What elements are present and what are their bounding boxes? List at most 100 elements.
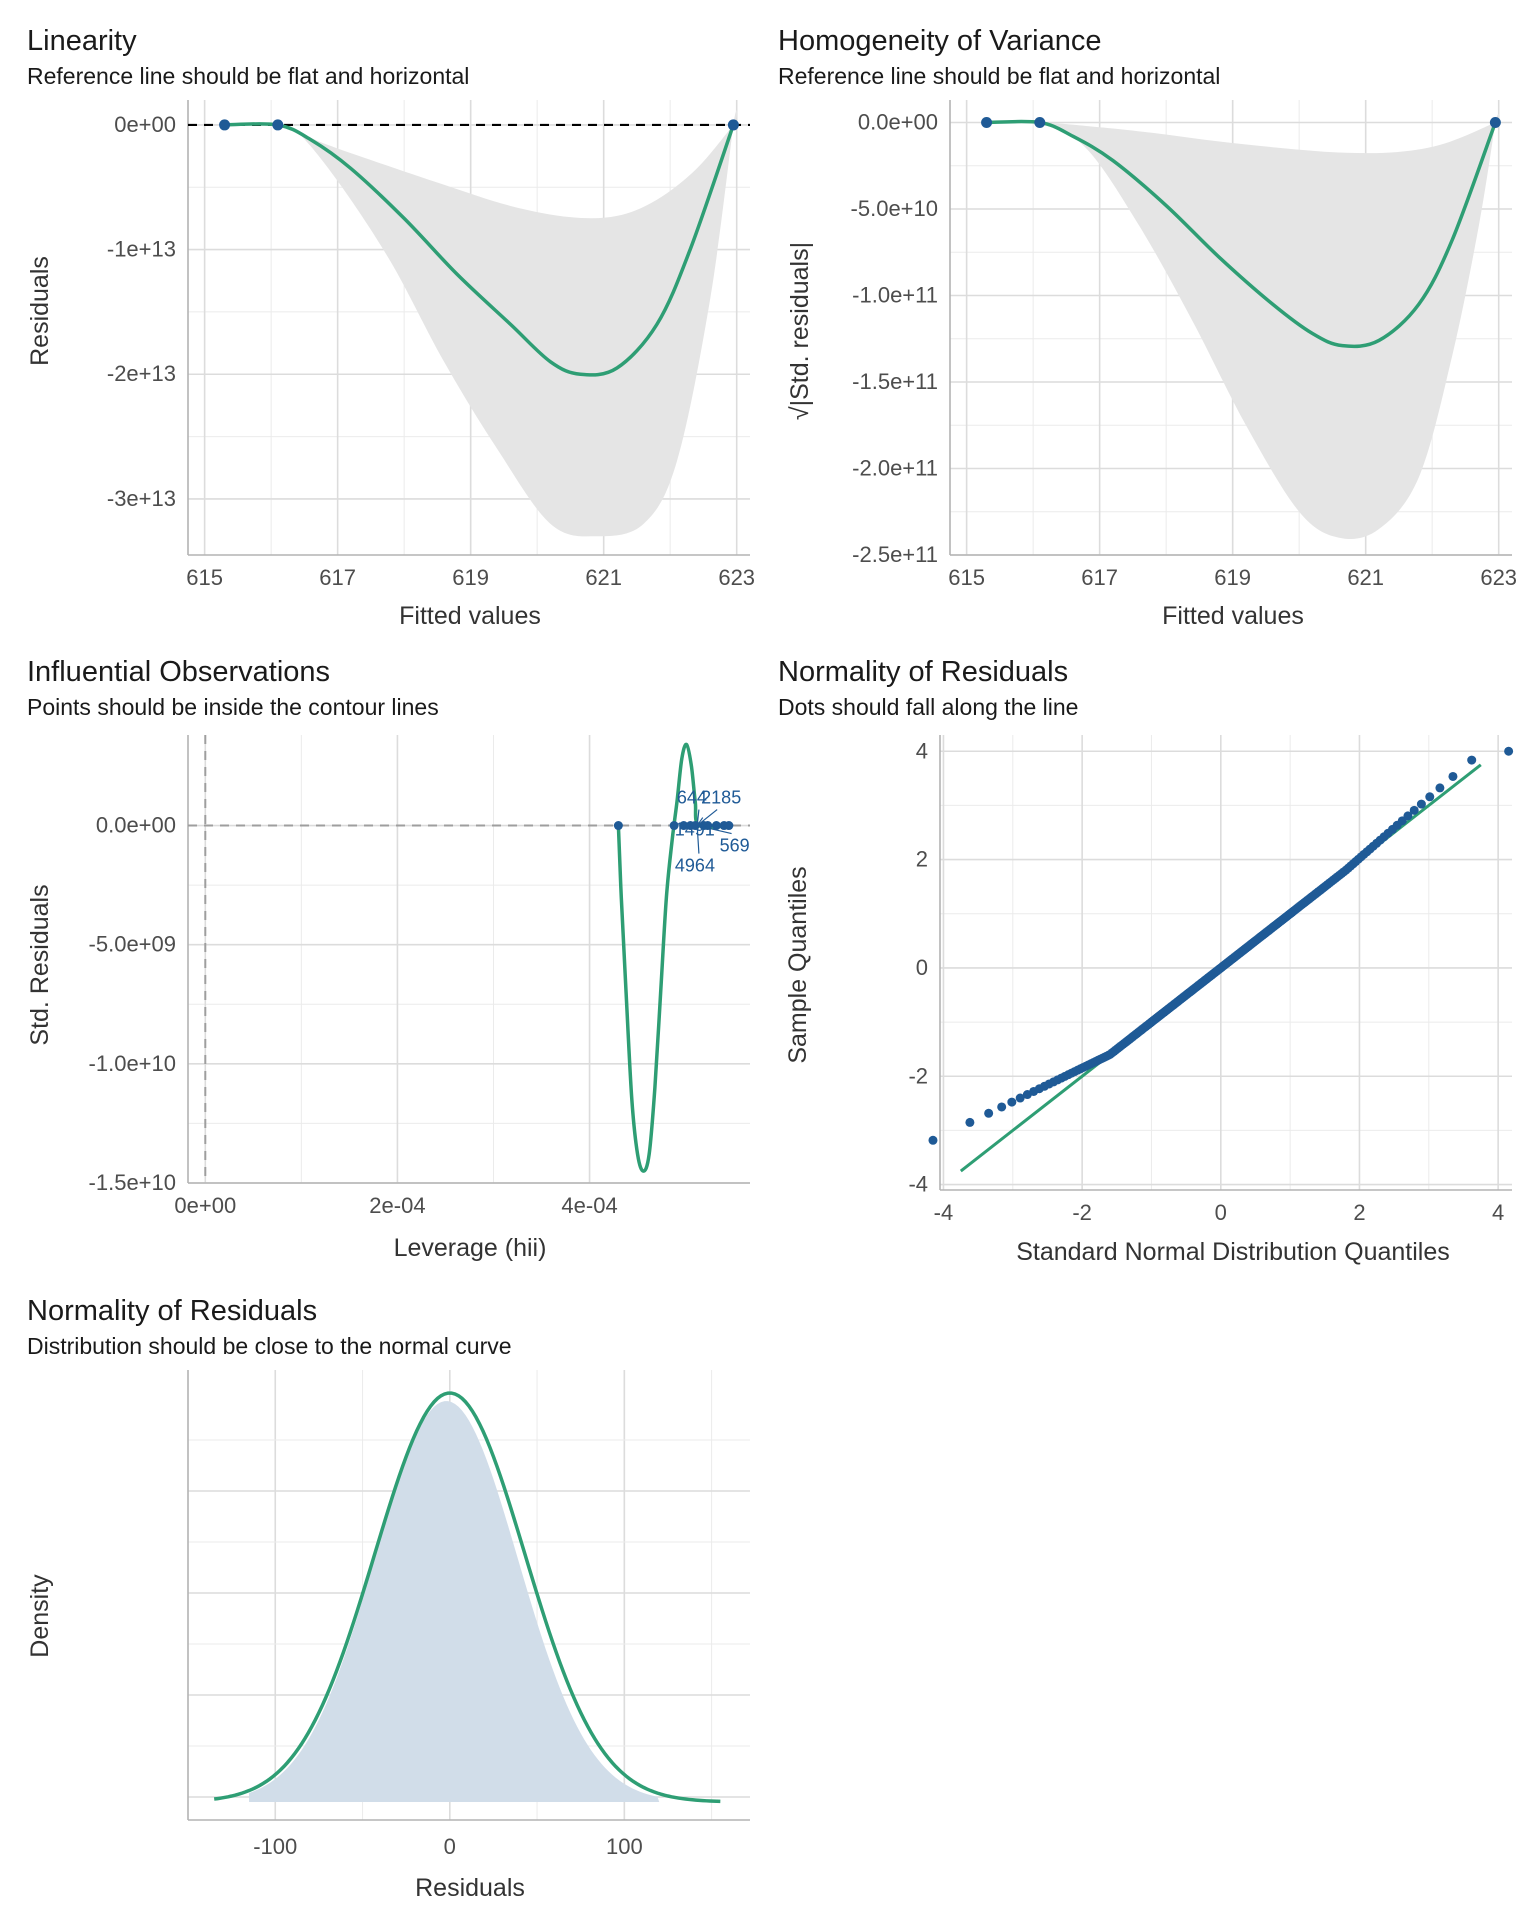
normal-curve — [213, 1391, 721, 1804]
y-tick-label: -4 — [908, 1172, 928, 1197]
y-tick-label: -2.0e+11 — [852, 455, 938, 480]
label-leader-line — [696, 809, 718, 827]
y-axis-label: √|Std. residuals| — [786, 242, 814, 420]
x-axis-label: Standard Normal Distribution Quantiles — [1016, 1238, 1450, 1266]
point-label: 569 — [720, 836, 750, 856]
panel-subtitle: Distribution should be close to the norm… — [27, 1333, 512, 1359]
y-tick-label: -5.0e+10 — [851, 196, 938, 221]
qq-point — [965, 1117, 975, 1127]
y-tick-label: -1.5e+11 — [852, 369, 938, 394]
label-leader-line — [696, 817, 704, 826]
y-tick-label: -1e+13 — [107, 237, 176, 262]
smooth-line — [224, 122, 736, 377]
point-label: 2185 — [701, 788, 741, 808]
y-tick-label: -1.0e+10 — [89, 1051, 176, 1076]
data-point — [724, 821, 734, 831]
x-tick-label: 0e+00 — [174, 1193, 236, 1218]
influential-plot-area: 0e+00 2e-04 4e-04 0.0e+00 -5.0e+09 -1.0e+10 -1… — [89, 735, 750, 1218]
x-tick-label: -100 — [253, 1834, 297, 1859]
x-tick-label: 4 — [1492, 1200, 1504, 1225]
qq-point — [1015, 1093, 1025, 1103]
homogeneity-plot-area: 615 617 619 621 623 0.0e+00 -5.0e+10 -1.0e+11 -1… — [851, 100, 1517, 590]
x-tick-label: 621 — [585, 565, 622, 590]
x-axis-label: Fitted values — [1162, 602, 1304, 630]
panel-subtitle: Reference line should be flat and horizo… — [778, 63, 1220, 89]
y-tick-label: -2.5e+11 — [852, 542, 938, 567]
x-axis-label: Fitted values — [399, 602, 541, 630]
x-axis-label: Leverage (hii) — [394, 1234, 547, 1262]
point-label: 4964 — [675, 856, 715, 876]
x-tick-label: 619 — [1214, 565, 1251, 590]
data-point — [669, 821, 679, 831]
data-point — [679, 821, 689, 831]
x-tick-label: 617 — [1081, 565, 1118, 590]
smooth-line — [616, 742, 729, 1173]
data-point — [1489, 116, 1501, 128]
panel-title: Influential Observations — [27, 656, 330, 688]
qq-point — [1425, 792, 1435, 802]
qq-point — [928, 1135, 938, 1145]
y-axis-label: Residuals — [26, 256, 54, 366]
y-axis-label: Sample Quantiles — [784, 866, 812, 1063]
density-plot-area: -100 0 100 — [187, 1370, 750, 1859]
data-point — [727, 119, 739, 131]
x-tick-label: -2 — [1072, 1200, 1092, 1225]
data-point — [613, 821, 623, 831]
x-tick-label: 0 — [444, 1834, 456, 1859]
panel-title: Homogeneity of Variance — [778, 25, 1101, 57]
x-tick-label: 623 — [718, 565, 755, 590]
x-tick-label: 623 — [1480, 565, 1517, 590]
x-tick-label: 619 — [452, 565, 489, 590]
confidence-band — [986, 113, 1500, 540]
y-axis-label: Density — [26, 1574, 54, 1658]
y-tick-label: -3e+13 — [107, 486, 176, 511]
linearity-plot-area: 615 617 619 621 623 0e+00 -1e+13 -2e+13 -3e+13 — [107, 100, 755, 590]
qq-point — [997, 1102, 1007, 1112]
x-tick-label: 100 — [606, 1834, 643, 1859]
point-label: 1491 — [675, 820, 715, 840]
y-tick-label: -1.5e+10 — [89, 1170, 176, 1195]
qq-point — [1403, 811, 1413, 821]
label-leader-line — [696, 825, 700, 854]
qq-point — [1504, 746, 1514, 756]
data-point — [219, 119, 231, 131]
density-panel: Normality of Residuals Distribution shou… — [26, 1295, 750, 1902]
y-axis-label: Std. Residuals — [26, 884, 54, 1045]
homogeneity-panel: Homogeneity of Variance Reference line s… — [778, 25, 1517, 630]
y-tick-label: 4 — [916, 738, 928, 763]
y-tick-label: 0.0e+00 — [858, 109, 938, 134]
panel-title: Normality of Residuals — [778, 656, 1068, 688]
label-leader-line — [697, 824, 732, 835]
y-tick-label: 2 — [916, 847, 928, 872]
label-leader-line — [696, 809, 700, 826]
qq-point — [984, 1108, 994, 1118]
y-tick-label: -2 — [908, 1063, 928, 1088]
influential-panel: Influential Observations Points should b… — [26, 656, 750, 1262]
panel-subtitle: Reference line should be flat and horizo… — [27, 63, 469, 89]
data-point — [272, 119, 284, 131]
x-tick-label: 4e-04 — [561, 1193, 617, 1218]
data-point — [981, 116, 993, 128]
qq-point — [1007, 1097, 1017, 1107]
y-tick-label: 0.0e+00 — [96, 813, 176, 838]
panel-subtitle: Points should be inside the contour line… — [27, 694, 439, 720]
panel-title: Linearity — [27, 25, 137, 57]
confidence-band — [224, 110, 738, 537]
y-tick-label: -5.0e+09 — [89, 932, 176, 957]
qq-point — [1448, 771, 1458, 781]
x-tick-label: 615 — [186, 565, 223, 590]
x-tick-label: 621 — [1347, 565, 1384, 590]
residual-density-area — [249, 1401, 660, 1802]
x-axis-label: Residuals — [415, 1874, 525, 1902]
qq-point — [1467, 755, 1477, 765]
y-tick-label: -1.0e+11 — [852, 282, 938, 307]
x-tick-label: 0 — [1215, 1200, 1227, 1225]
y-tick-label: 0 — [916, 955, 928, 980]
y-tick-label: 0e+00 — [114, 112, 176, 137]
x-tick-label: 617 — [319, 565, 356, 590]
qq-point — [1435, 783, 1445, 793]
point-label: 644 — [677, 788, 707, 808]
x-tick-label: 2 — [1353, 1200, 1365, 1225]
data-point — [1034, 116, 1046, 128]
